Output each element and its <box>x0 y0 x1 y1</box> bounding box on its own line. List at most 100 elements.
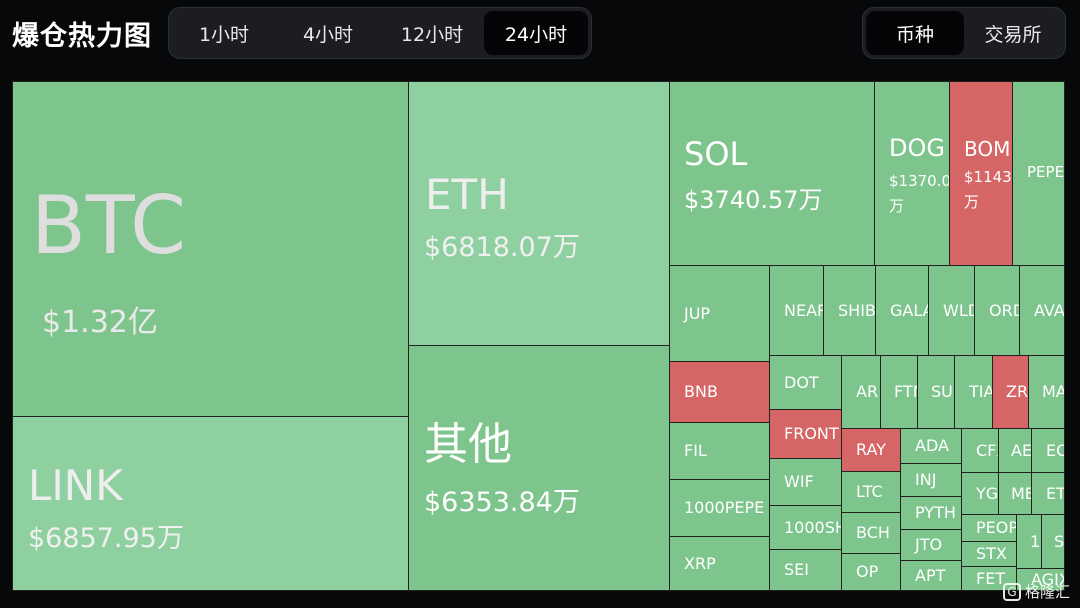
tile-etc[interactable]: ETC <box>1031 472 1065 515</box>
tile-symbol: FRONT <box>784 424 839 443</box>
tab-1h[interactable]: 1小时 <box>198 23 250 46</box>
tile-fil[interactable]: FIL <box>669 422 770 480</box>
tile-aevo[interactable]: AEVO <box>998 428 1032 473</box>
tile-symbol: NEAR <box>784 300 824 320</box>
tile-symbol: WLD <box>943 300 974 320</box>
tile-symbol: APT <box>915 565 946 585</box>
tile-bnb[interactable]: BNB <box>669 361 770 423</box>
tile-symbol: ME <box>1011 483 1031 503</box>
tile-bch[interactable]: BCH <box>841 512 901 554</box>
tile-s1[interactable]: S <box>1041 514 1065 569</box>
tile-symbol: SEI <box>784 560 809 579</box>
tile-symbol: DOT <box>784 372 819 392</box>
tile-pyth[interactable]: PYTH <box>900 496 962 530</box>
tile-front[interactable]: FRONT <box>769 409 842 459</box>
tile-amount: $6353.84万 <box>424 487 580 518</box>
tile-amount-unit: 万 <box>964 193 980 211</box>
tile-symbol: PEOPLE <box>976 518 1016 537</box>
page-title: 爆仓热力图 <box>12 21 152 52</box>
tile-sei[interactable]: SEI <box>769 549 842 591</box>
tile-symbol: PYTH <box>915 503 956 522</box>
tile-symbol: BOM <box>964 137 1011 161</box>
tile-bom[interactable]: BOM $1143 万 <box>949 81 1013 266</box>
tile-symbol: 1000SHIB <box>784 517 841 537</box>
tile-sui[interactable]: SUI <box>917 355 955 429</box>
tile-1000pepe[interactable]: 1000PEPE <box>669 479 770 537</box>
tile-matic[interactable]: MATIC <box>1028 355 1065 429</box>
tile-ar[interactable]: AR <box>841 355 881 429</box>
tile-other[interactable]: 其他 $6353.84万 <box>408 345 670 591</box>
tile-symbol: LTC <box>856 482 883 501</box>
tile-symbol: FET <box>976 568 1006 588</box>
tile-symbol: BNB <box>684 382 718 401</box>
tile-ygg[interactable]: YGG <box>961 472 999 515</box>
tile-symbol: 1 <box>1030 531 1041 551</box>
tile-cfx[interactable]: CFX <box>961 428 999 473</box>
tile-ftm[interactable]: FTM <box>880 355 918 429</box>
tab-coin[interactable]: 币种 <box>866 11 964 55</box>
tile-amount: $6857.95万 <box>28 523 184 554</box>
watermark: G 格隆汇 <box>1002 581 1070 602</box>
tile-symbol: AEVO <box>1011 440 1032 460</box>
tile-symbol: DOG <box>889 134 945 162</box>
group-by-selector: 币种 交易所 <box>862 7 1066 59</box>
tile-tia[interactable]: TIA <box>954 355 993 429</box>
tile-dog[interactable]: DOG $1370.0 万 <box>874 81 950 266</box>
tile-zrx[interactable]: ZRX <box>992 355 1029 429</box>
tile-btc[interactable]: BTC $1.32亿 <box>12 81 409 417</box>
tab-4h[interactable]: 4小时 <box>302 23 354 46</box>
tile-amount: $1370.0 <box>889 172 950 190</box>
tile-shib[interactable]: SHIB <box>823 265 876 356</box>
tile-gala[interactable]: GALA <box>875 265 929 356</box>
tile-symbol: ETC <box>1046 483 1065 503</box>
tab-exchange[interactable]: 交易所 <box>984 23 1042 46</box>
tile-eth[interactable]: ETH $6818.07万 <box>408 81 670 346</box>
tile-wif[interactable]: WIF <box>769 458 842 506</box>
tile-apt[interactable]: APT <box>900 560 962 591</box>
tile-symbol: JTO <box>915 535 943 554</box>
tile-sol[interactable]: SOL $3740.57万 <box>669 81 875 266</box>
tile-amount-unit: 万 <box>889 197 905 215</box>
tile-op[interactable]: OP <box>841 553 901 591</box>
tile-xrp[interactable]: XRP <box>669 536 770 591</box>
tile-symbol: GALA <box>890 300 928 320</box>
tile-dot[interactable]: DOT <box>769 355 842 410</box>
tile-symbol: EOS <box>1046 440 1064 460</box>
tile-wld[interactable]: WLD <box>928 265 975 356</box>
tile-symbol: RAY <box>856 440 886 459</box>
tile-ray[interactable]: RAY <box>841 428 901 472</box>
tile-eos[interactable]: EOS <box>1031 428 1065 473</box>
tile-inj[interactable]: INJ <box>900 463 962 497</box>
tile-stx[interactable]: STX <box>961 541 1017 567</box>
tile-symbol: XRP <box>684 553 716 573</box>
tile-one[interactable]: 1 <box>1016 514 1042 569</box>
tile-symbol: 其他 <box>424 419 512 470</box>
tile-symbol: CFX <box>976 440 998 460</box>
tile-symbol: 1000PEPE <box>684 498 765 517</box>
tile-jto[interactable]: JTO <box>900 529 962 561</box>
tile-near[interactable]: NEAR <box>769 265 824 356</box>
tile-pepe[interactable]: PEPE <box>1012 81 1065 266</box>
tile-avax[interactable]: AVAX <box>1019 265 1065 356</box>
tile-ordi[interactable]: ORDI <box>974 265 1020 356</box>
tile-link[interactable]: LINK $6857.95万 <box>12 416 409 591</box>
tile-ada[interactable]: ADA <box>900 428 962 464</box>
tab-12h[interactable]: 12小时 <box>400 23 464 46</box>
tile-symbol: S <box>1054 531 1065 551</box>
tile-symbol: OP <box>856 562 879 581</box>
tile-symbol: AVAX <box>1034 300 1065 320</box>
tile-symbol: YGG <box>976 483 999 503</box>
tile-symbol: SUI <box>931 382 955 401</box>
tile-meme[interactable]: ME <box>998 472 1032 515</box>
tile-agix[interactable]: AGIX <box>1016 568 1065 591</box>
tile-jup[interactable]: JUP <box>669 265 770 362</box>
tile-fet[interactable]: FET <box>961 566 1017 591</box>
tile-1000shib[interactable]: 1000SHIB <box>769 505 842 550</box>
tile-symbol: STX <box>976 544 1007 563</box>
tile-symbol: BTC <box>31 179 186 272</box>
tab-24h[interactable]: 24小时 <box>484 11 588 55</box>
tile-symbol: INJ <box>915 470 937 489</box>
tile-ltc[interactable]: LTC <box>841 471 901 513</box>
gelonghui-logo-icon: G <box>1002 582 1021 601</box>
tile-people[interactable]: PEOPLE <box>961 514 1017 542</box>
